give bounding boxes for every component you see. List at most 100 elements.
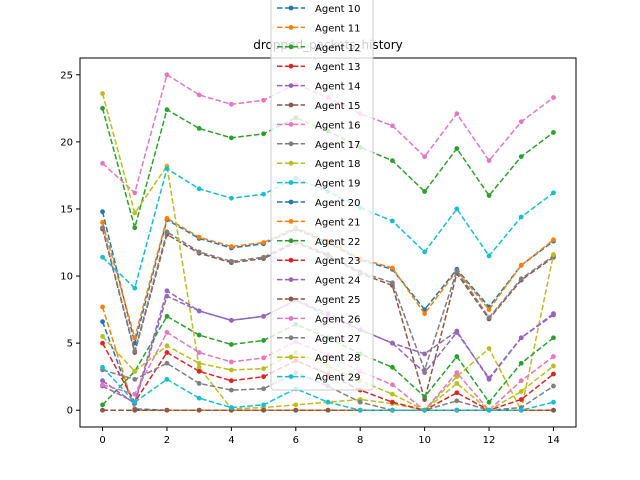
data-point — [486, 158, 492, 164]
data-point — [100, 378, 105, 384]
legend-item: Agent 19 — [277, 179, 361, 190]
data-point — [518, 214, 524, 220]
data-point — [261, 374, 266, 380]
data-point — [325, 407, 331, 413]
legend-swatch-marker — [288, 5, 294, 11]
legend-swatch-marker — [288, 374, 294, 379]
x-tick-label: 6 — [293, 435, 299, 446]
y-tick-label: 5 — [67, 339, 73, 350]
data-point — [196, 368, 202, 374]
data-point — [422, 189, 428, 194]
x-tick-label: 12 — [483, 435, 496, 446]
data-point — [100, 160, 105, 166]
data-point — [261, 131, 266, 137]
legend-swatch-marker — [288, 257, 294, 263]
data-point — [551, 363, 556, 369]
data-point — [390, 391, 395, 397]
data-point — [100, 319, 105, 325]
data-point — [390, 123, 395, 129]
legend-label: Agent 16 — [315, 120, 361, 131]
data-point — [390, 265, 395, 271]
data-point — [454, 407, 460, 413]
data-point — [196, 332, 202, 338]
legend-item: Agent 25 — [277, 295, 361, 306]
legend-swatch-marker — [288, 316, 294, 321]
data-point — [164, 288, 170, 294]
data-point — [100, 364, 105, 370]
data-point — [486, 399, 492, 405]
legend-label: Agent 13 — [315, 62, 361, 73]
data-point — [100, 304, 105, 310]
data-point — [454, 206, 460, 212]
data-point — [390, 382, 395, 388]
data-point — [196, 308, 202, 314]
legend-item: Agent 14 — [277, 82, 361, 93]
data-point — [164, 229, 170, 235]
data-point — [196, 186, 202, 192]
data-point — [100, 334, 105, 339]
data-point — [551, 354, 556, 359]
legend-label: Agent 21 — [315, 217, 361, 228]
legend-label: Agent 10 — [315, 4, 361, 15]
legend-label: Agent 25 — [315, 295, 361, 306]
data-point — [454, 328, 460, 334]
legend-label: Agent 15 — [315, 101, 361, 112]
data-point — [551, 311, 556, 317]
x-tick-label: 14 — [547, 435, 560, 446]
data-point — [551, 383, 556, 389]
data-point — [196, 380, 202, 386]
legend-swatch-marker — [288, 102, 294, 108]
data-point — [164, 166, 170, 172]
data-point — [390, 340, 395, 346]
data-point — [390, 218, 395, 224]
data-point — [100, 407, 105, 413]
legend-swatch-marker — [288, 199, 294, 205]
data-point — [518, 154, 524, 160]
legend-item: Agent 20 — [277, 198, 361, 209]
data-point — [551, 190, 556, 196]
data-point — [454, 111, 460, 117]
data-point — [132, 391, 138, 397]
data-point — [261, 407, 266, 413]
legend-swatch-marker — [288, 25, 294, 30]
data-point — [454, 398, 460, 404]
data-point — [196, 360, 202, 366]
data-point — [164, 72, 170, 78]
data-point — [196, 364, 202, 370]
data-point — [454, 354, 460, 359]
data-point — [100, 402, 105, 408]
data-point — [422, 351, 428, 357]
data-point — [228, 258, 234, 264]
data-point — [486, 407, 492, 413]
data-point — [518, 407, 524, 413]
data-point — [164, 376, 170, 382]
legend-swatch-marker — [288, 335, 294, 341]
data-point — [551, 407, 556, 413]
legend-label: Agent 22 — [315, 237, 361, 248]
data-point — [196, 407, 202, 413]
data-point — [164, 360, 170, 366]
data-point — [228, 135, 234, 141]
data-point — [454, 146, 460, 151]
legend-label: Agent 28 — [315, 353, 361, 364]
data-point — [132, 348, 138, 354]
legend-item: Agent 27 — [277, 334, 361, 345]
data-point — [486, 307, 492, 312]
legend-label: Agent 11 — [315, 23, 361, 34]
legend-label: Agent 17 — [315, 140, 361, 151]
data-point — [357, 399, 363, 405]
y-tick-label: 25 — [60, 70, 73, 81]
data-point — [518, 378, 524, 384]
data-point — [486, 376, 492, 382]
legend-item: Agent 13 — [277, 62, 361, 73]
data-point — [454, 370, 460, 376]
data-point — [261, 366, 266, 372]
data-point — [228, 101, 234, 107]
legend-swatch-marker — [288, 238, 294, 244]
data-point — [486, 346, 492, 351]
legend-label: Agent 29 — [315, 373, 361, 384]
legend-item: Agent 23 — [277, 256, 361, 267]
data-point — [551, 335, 556, 341]
data-point — [261, 338, 266, 343]
